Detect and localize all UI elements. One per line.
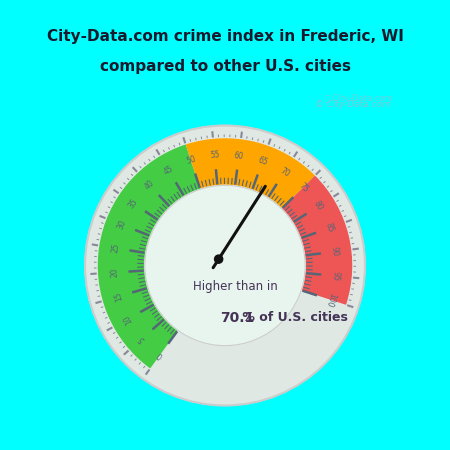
Text: 95: 95 <box>330 270 340 281</box>
Text: 85: 85 <box>323 222 335 234</box>
Text: 100: 100 <box>324 292 337 308</box>
Text: 90: 90 <box>330 246 340 257</box>
Text: © City-Data.com: © City-Data.com <box>315 100 391 109</box>
Text: 50: 50 <box>185 154 197 166</box>
Text: 80: 80 <box>312 200 325 213</box>
Text: 0: 0 <box>155 350 165 360</box>
Text: Higher than in: Higher than in <box>193 280 278 293</box>
Text: 📊 City-Data.com: 📊 City-Data.com <box>325 94 392 103</box>
Wedge shape <box>98 144 200 369</box>
Text: % of U.S. cities: % of U.S. cities <box>238 311 347 324</box>
Circle shape <box>145 185 305 346</box>
Text: 5: 5 <box>137 334 147 343</box>
Text: 10: 10 <box>122 312 134 325</box>
Wedge shape <box>186 138 315 209</box>
Text: 75: 75 <box>297 180 310 194</box>
Circle shape <box>85 126 365 405</box>
Text: 30: 30 <box>116 219 128 231</box>
Text: 45: 45 <box>162 164 175 176</box>
Text: 40: 40 <box>143 178 156 191</box>
Text: 65: 65 <box>256 155 269 167</box>
Text: 20: 20 <box>110 267 119 278</box>
Text: 35: 35 <box>127 197 140 210</box>
Text: 60: 60 <box>234 151 244 161</box>
Text: compared to other U.S. cities: compared to other U.S. cities <box>99 59 351 74</box>
Text: 25: 25 <box>110 243 121 254</box>
Text: City-Data.com crime index in Frederic, WI: City-Data.com crime index in Frederic, W… <box>46 29 404 44</box>
Text: 55: 55 <box>209 150 220 160</box>
Text: 70.1: 70.1 <box>220 311 254 325</box>
Circle shape <box>215 255 223 263</box>
Text: 70: 70 <box>278 166 291 179</box>
Text: 15: 15 <box>113 291 124 302</box>
Wedge shape <box>282 176 352 305</box>
